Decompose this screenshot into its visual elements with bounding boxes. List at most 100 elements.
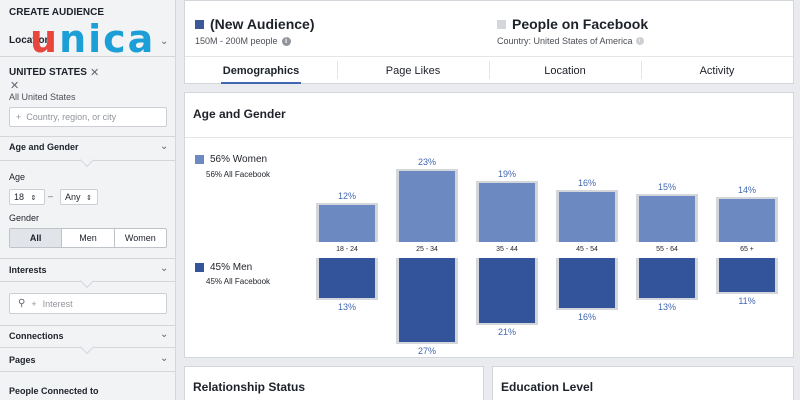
section-notch — [79, 273, 95, 289]
age-range-label: 35 - 44 — [496, 246, 518, 253]
age-min-value: 18 — [14, 192, 25, 202]
interest-search-placeholder: Interest — [42, 298, 73, 309]
logo-letters-nica: nica — [59, 17, 156, 61]
tab-demographics[interactable]: Demographics — [185, 57, 337, 84]
age-range-label: 45 - 54 — [576, 246, 598, 253]
section-notch — [79, 152, 95, 168]
connections-divider-top — [0, 325, 175, 326]
women-pct-label: 16% — [577, 178, 596, 189]
compare-color-swatch — [497, 19, 506, 29]
men-pct-label: 21% — [497, 327, 516, 338]
updown-icon: ⇕ — [30, 195, 37, 202]
women-pct-label: 12% — [337, 190, 356, 201]
country-search-placeholder: Country, region, or city — [26, 112, 117, 122]
age-range-label: 55 - 64 — [656, 246, 678, 253]
compare-name: People on Facebook — [512, 16, 649, 32]
relationship-status-title: Relationship Status — [193, 380, 306, 394]
women-legend: 56% Women — [195, 154, 267, 165]
men-legend: 45% Men — [195, 262, 252, 273]
men-bar — [719, 258, 775, 293]
women-bar — [719, 198, 775, 242]
age-label-band — [315, 242, 785, 258]
updown-icon: ⇕ — [86, 195, 92, 202]
search-icon: ⚲ — [18, 298, 26, 309]
age-range-label: 25 - 34 — [416, 246, 438, 253]
age-gender-section-label[interactable]: Age and Gender — [9, 142, 79, 152]
men-bar — [639, 258, 695, 299]
women-all-facebook: 56% All Facebook — [206, 170, 271, 179]
pages-section-label[interactable]: Pages — [9, 355, 36, 365]
plus-icon: + — [31, 298, 37, 309]
compare-country: Country: United States of America — [497, 36, 633, 46]
age-range-label: 18 - 24 — [336, 246, 358, 253]
men-pct-label: 11% — [738, 296, 756, 307]
compare-title: People on Facebook — [497, 16, 648, 32]
location-chevron-icon[interactable]: ⌄ — [160, 36, 169, 47]
tab-activity[interactable]: Activity — [641, 57, 793, 84]
all-country-label: All United States — [9, 92, 76, 102]
interests-chevron-icon[interactable]: ⌄ — [160, 263, 169, 274]
connections-chevron-icon[interactable]: ⌄ — [160, 329, 169, 340]
audience-size: 150M - 200M people — [195, 36, 278, 46]
men-color-swatch — [195, 263, 204, 272]
relationship-status-card: Relationship Status — [184, 366, 484, 400]
women-pct-label: 15% — [657, 181, 676, 192]
gender-label: Gender — [9, 213, 40, 223]
men-legend-label: 45% Men — [210, 262, 253, 273]
age-gender-divider-top — [0, 136, 175, 137]
info-icon[interactable]: i — [281, 36, 291, 46]
men-pct-label: 13% — [657, 302, 676, 313]
tab-page-likes[interactable]: Page Likes — [337, 57, 489, 84]
location-section-label[interactable]: Location — [9, 35, 51, 46]
women-pct-label: 19% — [497, 169, 516, 180]
section-notch — [79, 339, 95, 355]
card-divider — [185, 137, 793, 138]
gender-option-men[interactable]: Men — [62, 229, 115, 247]
age-max-select[interactable]: Any ⇕ — [60, 189, 98, 205]
people-connected-label: People Connected to — [9, 386, 99, 396]
age-label: Age — [9, 172, 26, 182]
women-bar — [319, 204, 375, 242]
men-all-facebook: 45% All Facebook — [206, 277, 271, 286]
men-pct-label: 27% — [417, 345, 436, 356]
tab-location[interactable]: Location — [489, 57, 641, 84]
age-max-value: Any — [65, 192, 81, 202]
age-min-select[interactable]: 18 ⇕ — [9, 189, 45, 205]
audience-color-swatch — [195, 19, 204, 29]
country-search-input[interactable]: + Country, region, or city — [9, 107, 167, 127]
pages-divider — [0, 371, 175, 372]
women-pct-label: 23% — [417, 156, 436, 167]
exclude-country-icon[interactable]: ✕ — [10, 80, 20, 92]
age-gender-chevron-icon[interactable]: ⌄ — [160, 141, 169, 152]
women-color-swatch — [195, 155, 204, 164]
audience-name: (New Audience) — [210, 16, 315, 32]
women-bar — [399, 170, 455, 242]
age-gender-card: Age and Gender 56% Women 56% All Faceboo… — [184, 92, 794, 358]
connections-section-label[interactable]: Connections — [9, 331, 64, 341]
info-icon[interactable]: i — [635, 37, 644, 45]
education-level-card: Education Level — [492, 366, 794, 400]
women-bar — [639, 195, 695, 242]
men-pct-label: 16% — [577, 311, 596, 322]
pages-chevron-icon[interactable]: ⌄ — [160, 353, 169, 364]
age-gender-title: Age and Gender — [193, 107, 286, 121]
women-pct-label: 14% — [737, 184, 756, 195]
gender-selector: All Men Women — [9, 228, 167, 248]
women-bar — [479, 183, 535, 242]
gender-option-all[interactable]: All — [10, 229, 63, 247]
remove-country-icon[interactable]: ✕ — [89, 67, 100, 79]
country-chip: UNITED STATES ✕ — [9, 66, 99, 79]
men-bar — [399, 258, 455, 342]
interests-section-label[interactable]: Interests — [9, 265, 47, 275]
women-bar — [559, 192, 615, 242]
compare-sub-row: Country: United States of America i — [497, 36, 644, 46]
interests-divider-top — [0, 258, 175, 259]
interest-search-input[interactable]: ⚲ + Interest — [9, 293, 167, 314]
men-bar — [479, 258, 535, 324]
gender-option-women[interactable]: Women — [124, 233, 156, 243]
men-bar — [319, 258, 375, 299]
audience-title: (New Audience) — [195, 16, 315, 32]
plus-icon: + — [16, 112, 22, 122]
audience-size-row: 150M - 200M people i — [195, 36, 291, 46]
